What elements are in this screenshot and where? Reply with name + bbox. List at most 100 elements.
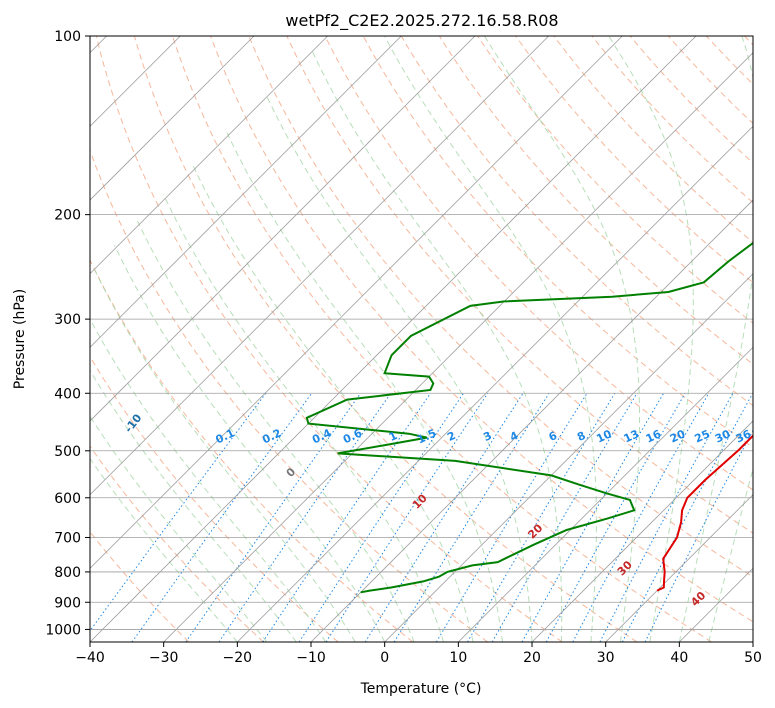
- dry-adiabat-line: [133, 36, 638, 642]
- moist-adiabat-line: [90, 457, 238, 642]
- mixing-ratio-label: 10: [594, 427, 614, 445]
- moist-adiabat-label: 0: [284, 465, 299, 480]
- mixing-ratio-label: 2: [445, 429, 457, 444]
- mixing-ratio-label: 4: [508, 429, 521, 444]
- mixing-ratio-line: [599, 393, 734, 642]
- moist-adiabat-line: [113, 244, 386, 642]
- y-axis-label: Pressure (hPa): [12, 289, 28, 389]
- mixing-ratio-line: [90, 392, 267, 632]
- mixing-ratio-line: [393, 393, 550, 642]
- y-tick-label: 500: [54, 444, 81, 460]
- isotherm-line: [458, 346, 753, 642]
- series-lines: [305, 241, 753, 594]
- mixing-ratio-label: 36: [734, 427, 754, 445]
- dry-adiabat-line: [477, 36, 753, 324]
- moist-adiabat-line: [678, 36, 753, 642]
- isotherm-line: [90, 36, 255, 201]
- mixing-ratio-line: [435, 393, 588, 642]
- mixing-ratio-label: 6: [547, 429, 560, 444]
- x-tick-label: 0: [380, 650, 389, 666]
- mixing-ratio-line: [298, 393, 464, 642]
- moist-adiabat-line: [90, 369, 297, 642]
- mixing-ratio-line: [572, 393, 710, 642]
- mixing-ratio-label: 0.1: [214, 426, 237, 446]
- y-tick-label: 1000: [45, 622, 81, 638]
- moist-adiabat-line: [608, 36, 694, 642]
- moist-adiabat-label: 10: [410, 491, 430, 511]
- dry-adiabat-line: [400, 36, 753, 407]
- mixing-ratio-line: [185, 393, 362, 642]
- mixing-ratio-label: 16: [644, 427, 664, 445]
- isotherm-line: [90, 36, 549, 496]
- mixing-ratio-line: [218, 393, 392, 642]
- isotherm-line: [90, 36, 328, 275]
- line-labels: -100-90-80-70-60-50-40-30-20-10010203040…: [122, 411, 754, 609]
- sounding-line: [656, 434, 753, 592]
- mixing-ratio-label: 30: [713, 427, 733, 445]
- dry-adiabat-line: [515, 36, 753, 284]
- mixing-ratio-label: 20: [668, 427, 688, 445]
- x-axis-label: Temperature (°C): [360, 681, 482, 697]
- isotherm-line: [384, 273, 753, 642]
- isotherm-line: [752, 641, 753, 642]
- moist-adiabat-line: [708, 466, 753, 642]
- isotherm-line: [237, 125, 753, 642]
- y-tick-label: 800: [54, 565, 81, 581]
- background-lines: [90, 36, 753, 642]
- dry-adiabat-line: [90, 259, 414, 642]
- isotherm-line: [90, 36, 623, 569]
- moist-adiabat-line: [384, 36, 597, 642]
- isotherm-line: [163, 52, 753, 642]
- y-tick-label: 100: [54, 29, 81, 45]
- moist-adiabat-line: [90, 415, 268, 642]
- y-tick-label: 300: [54, 312, 81, 328]
- x-axis-ticks: −40 −30 −20 −10 0 10 20 30 40 50: [75, 642, 762, 666]
- plot-frame: [89, 35, 754, 643]
- moist-adiabat-line: [265, 93, 533, 642]
- moist-adiabat-line: [137, 220, 415, 642]
- sounding-line: [305, 241, 753, 594]
- y-tick-label: 700: [54, 531, 81, 547]
- y-tick-label: 600: [54, 491, 81, 507]
- mixing-ratio-label: 1.5: [415, 426, 438, 446]
- dry-adiabat-line: [172, 36, 712, 642]
- x-tick-label: −30: [149, 650, 179, 666]
- y-tick-label: 200: [54, 208, 81, 224]
- dry-adiabat-line: [95, 36, 563, 642]
- moist-adiabat-line: [162, 194, 445, 642]
- dry-adiabat-line: [629, 36, 753, 164]
- mixing-ratio-line: [325, 393, 489, 642]
- mixing-ratio-line: [467, 393, 616, 642]
- dry-adiabat-line: [90, 355, 339, 642]
- mixing-ratio-label: 25: [693, 427, 712, 445]
- x-tick-label: 30: [597, 650, 615, 666]
- dry-adiabat-label: -10: [122, 411, 145, 435]
- chart-title: wetPf2_C2E2.2025.272.16.58.R08: [285, 11, 558, 31]
- isotherm-line: [310, 199, 753, 642]
- isotherm-line: [90, 36, 402, 348]
- isotherm-line: [531, 420, 753, 642]
- moist-adiabat-line: [310, 48, 563, 642]
- dry-adiabat-line: [324, 36, 753, 491]
- x-tick-label: 40: [670, 650, 688, 666]
- dry-adiabat-line: [667, 36, 753, 125]
- dry-adiabat-line: [90, 445, 264, 642]
- mixing-ratio-line: [491, 393, 638, 642]
- x-tick-label: −10: [296, 650, 326, 666]
- mixing-ratio-label: 0.2: [260, 426, 283, 446]
- isotherm-line: [90, 36, 476, 422]
- mixing-ratio-line: [364, 393, 524, 642]
- x-tick-label: −40: [75, 650, 105, 666]
- x-tick-label: 20: [523, 650, 541, 666]
- isotherm-line: [679, 567, 753, 642]
- dry-adiabat-line: [744, 36, 753, 46]
- dry-adiabat-line: [90, 531, 190, 642]
- moist-adiabat-line: [92, 266, 356, 642]
- x-tick-label: 50: [744, 650, 762, 666]
- mixing-ratio-line: [545, 393, 686, 642]
- dry-adiabat-line: [553, 36, 753, 244]
- grid-lines: [90, 36, 753, 642]
- moist-adiabat-line: [483, 36, 640, 642]
- mixing-ratio-line: [131, 393, 313, 642]
